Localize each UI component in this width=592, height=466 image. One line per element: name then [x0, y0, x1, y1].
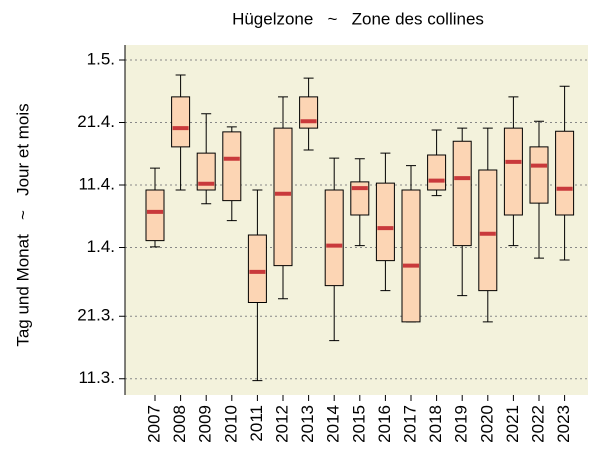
x-tick-label: 2014 [324, 405, 343, 443]
box [503, 127, 523, 216]
box [350, 181, 370, 216]
box [273, 127, 293, 267]
box [196, 152, 216, 191]
box [145, 189, 165, 242]
box [427, 154, 447, 191]
box [452, 140, 472, 247]
y-axis-label: Tag und Monat ~ Jour et mois [13, 103, 32, 346]
x-tick-label: 2023 [554, 405, 573, 443]
box [299, 96, 319, 129]
y-tick-label: 21.4. [77, 112, 115, 131]
box [324, 189, 344, 287]
x-tick-label: 2021 [503, 405, 522, 443]
x-tick-label: 2008 [170, 405, 189, 443]
x-tick-label: 2019 [452, 405, 471, 443]
y-tick-label: 21.3. [77, 306, 115, 325]
x-tick-label: 2017 [400, 405, 419, 443]
x-tick-label: 2018 [426, 405, 445, 443]
y-tick-label: 11.3. [78, 368, 115, 387]
box [478, 169, 498, 292]
box [222, 131, 242, 202]
box [171, 96, 191, 148]
x-tick-label: 2009 [196, 405, 215, 443]
plot-background [125, 45, 588, 395]
x-tick-label: 2007 [144, 405, 163, 443]
box [401, 189, 421, 323]
box [555, 130, 575, 216]
x-tick-label: 2013 [298, 405, 317, 443]
box [375, 182, 395, 262]
box [247, 234, 267, 303]
x-tick-label: 2022 [528, 405, 547, 443]
chart-title: Hügelzone ~ Zone des collines [232, 9, 484, 28]
x-tick-label: 2016 [375, 405, 394, 443]
y-tick-label: 1.5. [87, 49, 115, 68]
x-tick-label: 2011 [247, 405, 266, 442]
x-tick-label: 2012 [272, 405, 291, 443]
y-tick-label: 1.4. [87, 237, 115, 256]
x-tick-label: 2020 [477, 405, 496, 443]
x-tick-label: 2015 [349, 405, 368, 443]
x-tick-label: 2010 [221, 405, 240, 443]
y-tick-label: 11.4. [78, 174, 115, 193]
box [529, 146, 549, 204]
